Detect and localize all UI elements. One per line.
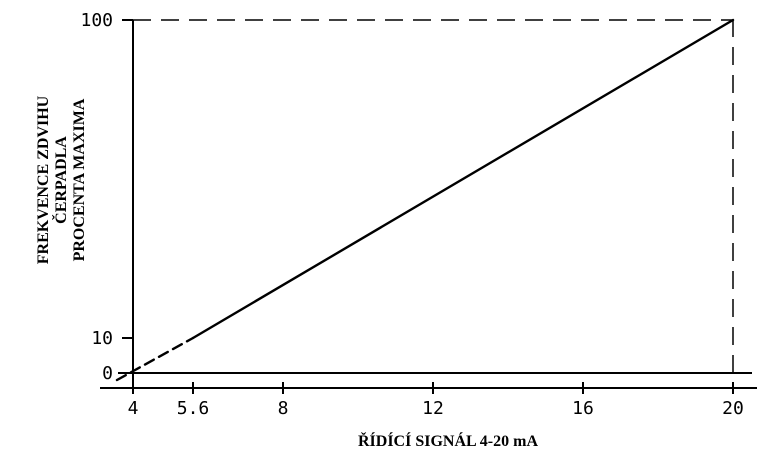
- x-tick-label-1: 5.6: [177, 398, 210, 419]
- y-tick-label-0: 0: [102, 363, 113, 384]
- x-ticks: 4 5.6 8 12 16 20: [128, 382, 744, 419]
- x-tick-label-3: 12: [422, 398, 444, 419]
- reference-lines: [133, 19, 734, 373]
- x-tick-label-5: 20: [722, 398, 744, 419]
- y-tick-label-1: 10: [91, 328, 113, 349]
- y-axis-title-line-2: ČERPADLA: [51, 136, 70, 224]
- axes-frame: [100, 20, 757, 389]
- x-axis-title: ŘÍDÍCÍ SIGNÁL 4-20 mA: [358, 431, 538, 450]
- y-axis-title: FREKVENCE ZDVIHU ČERPADLA PROCENTA MAXIM…: [35, 95, 88, 264]
- y-axis-title-line-3: PROCENTA MAXIMA: [71, 98, 88, 261]
- x-tick-label-0: 4: [128, 398, 139, 419]
- series-lines: [115, 18, 735, 382]
- y-axis-title-line-1: FREKVENCE ZDVIHU: [35, 95, 52, 264]
- x-tick-label-2: 8: [278, 398, 289, 419]
- y-ticks: 0 10 100: [80, 10, 133, 384]
- y-tick-label-2: 100: [80, 10, 113, 31]
- x-tick-label-4: 16: [572, 398, 594, 419]
- series-line-1: [191, 18, 735, 340]
- series-line-2: [115, 336, 195, 382]
